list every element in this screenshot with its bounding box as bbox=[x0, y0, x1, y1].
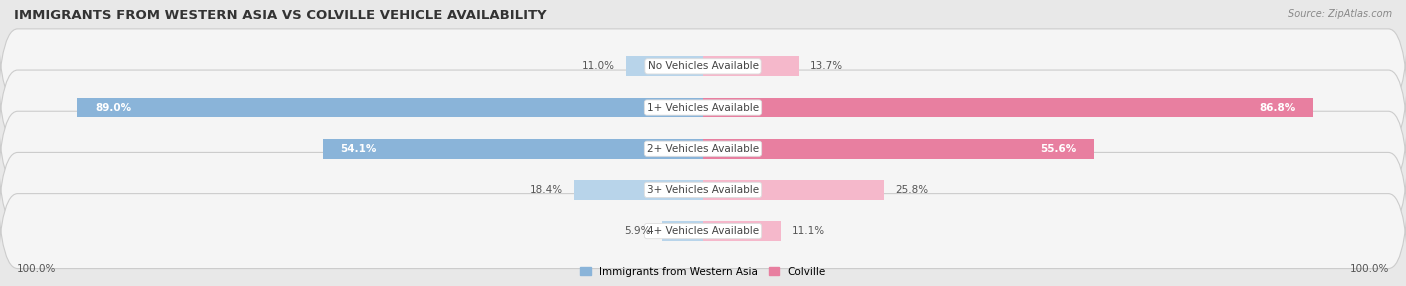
FancyBboxPatch shape bbox=[0, 104, 1406, 276]
Bar bbox=[322, 139, 703, 159]
Text: 3+ Vehicles Available: 3+ Vehicles Available bbox=[647, 185, 759, 195]
Text: 54.1%: 54.1% bbox=[340, 144, 377, 154]
Text: 11.1%: 11.1% bbox=[792, 226, 825, 236]
FancyBboxPatch shape bbox=[0, 63, 1406, 235]
Text: 89.0%: 89.0% bbox=[94, 103, 131, 112]
Bar bbox=[703, 56, 799, 76]
Text: 86.8%: 86.8% bbox=[1260, 103, 1296, 112]
Text: 55.6%: 55.6% bbox=[1040, 144, 1077, 154]
Text: No Vehicles Available: No Vehicles Available bbox=[648, 61, 758, 71]
Bar bbox=[626, 56, 703, 76]
Text: Source: ZipAtlas.com: Source: ZipAtlas.com bbox=[1288, 9, 1392, 19]
FancyBboxPatch shape bbox=[0, 21, 1406, 194]
Text: 4+ Vehicles Available: 4+ Vehicles Available bbox=[647, 226, 759, 236]
Text: IMMIGRANTS FROM WESTERN ASIA VS COLVILLE VEHICLE AVAILABILITY: IMMIGRANTS FROM WESTERN ASIA VS COLVILLE… bbox=[14, 9, 547, 21]
Bar bbox=[703, 98, 1313, 118]
Text: 2+ Vehicles Available: 2+ Vehicles Available bbox=[647, 144, 759, 154]
Text: 13.7%: 13.7% bbox=[810, 61, 844, 71]
Text: 100.0%: 100.0% bbox=[17, 264, 56, 274]
FancyBboxPatch shape bbox=[0, 145, 1406, 286]
Bar bbox=[703, 221, 782, 241]
Bar bbox=[703, 139, 1094, 159]
Bar bbox=[662, 221, 703, 241]
Text: 25.8%: 25.8% bbox=[896, 185, 928, 195]
Text: 5.9%: 5.9% bbox=[624, 226, 651, 236]
Text: 18.4%: 18.4% bbox=[530, 185, 564, 195]
FancyBboxPatch shape bbox=[0, 0, 1406, 152]
Bar bbox=[574, 180, 703, 200]
Bar bbox=[77, 98, 703, 118]
Text: 1+ Vehicles Available: 1+ Vehicles Available bbox=[647, 103, 759, 112]
Legend: Immigrants from Western Asia, Colville: Immigrants from Western Asia, Colville bbox=[576, 263, 830, 281]
Bar bbox=[703, 180, 884, 200]
Text: 11.0%: 11.0% bbox=[582, 61, 616, 71]
Text: 100.0%: 100.0% bbox=[1350, 264, 1389, 274]
